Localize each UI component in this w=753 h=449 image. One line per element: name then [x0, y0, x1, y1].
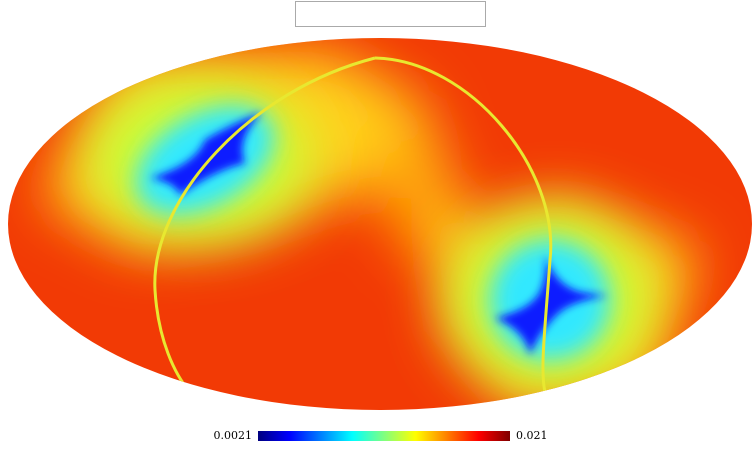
colorbar-max-label: 0.021	[516, 429, 548, 442]
title-box	[296, 2, 486, 27]
sky-map	[0, 30, 753, 420]
page: 0.0021 0.021 (() => { const data = JSON.…	[0, 0, 753, 449]
colorbar	[258, 431, 510, 441]
colorbar-min-label: 0.0021	[214, 429, 253, 442]
chart: 0.0021 0.021	[0, 0, 753, 449]
